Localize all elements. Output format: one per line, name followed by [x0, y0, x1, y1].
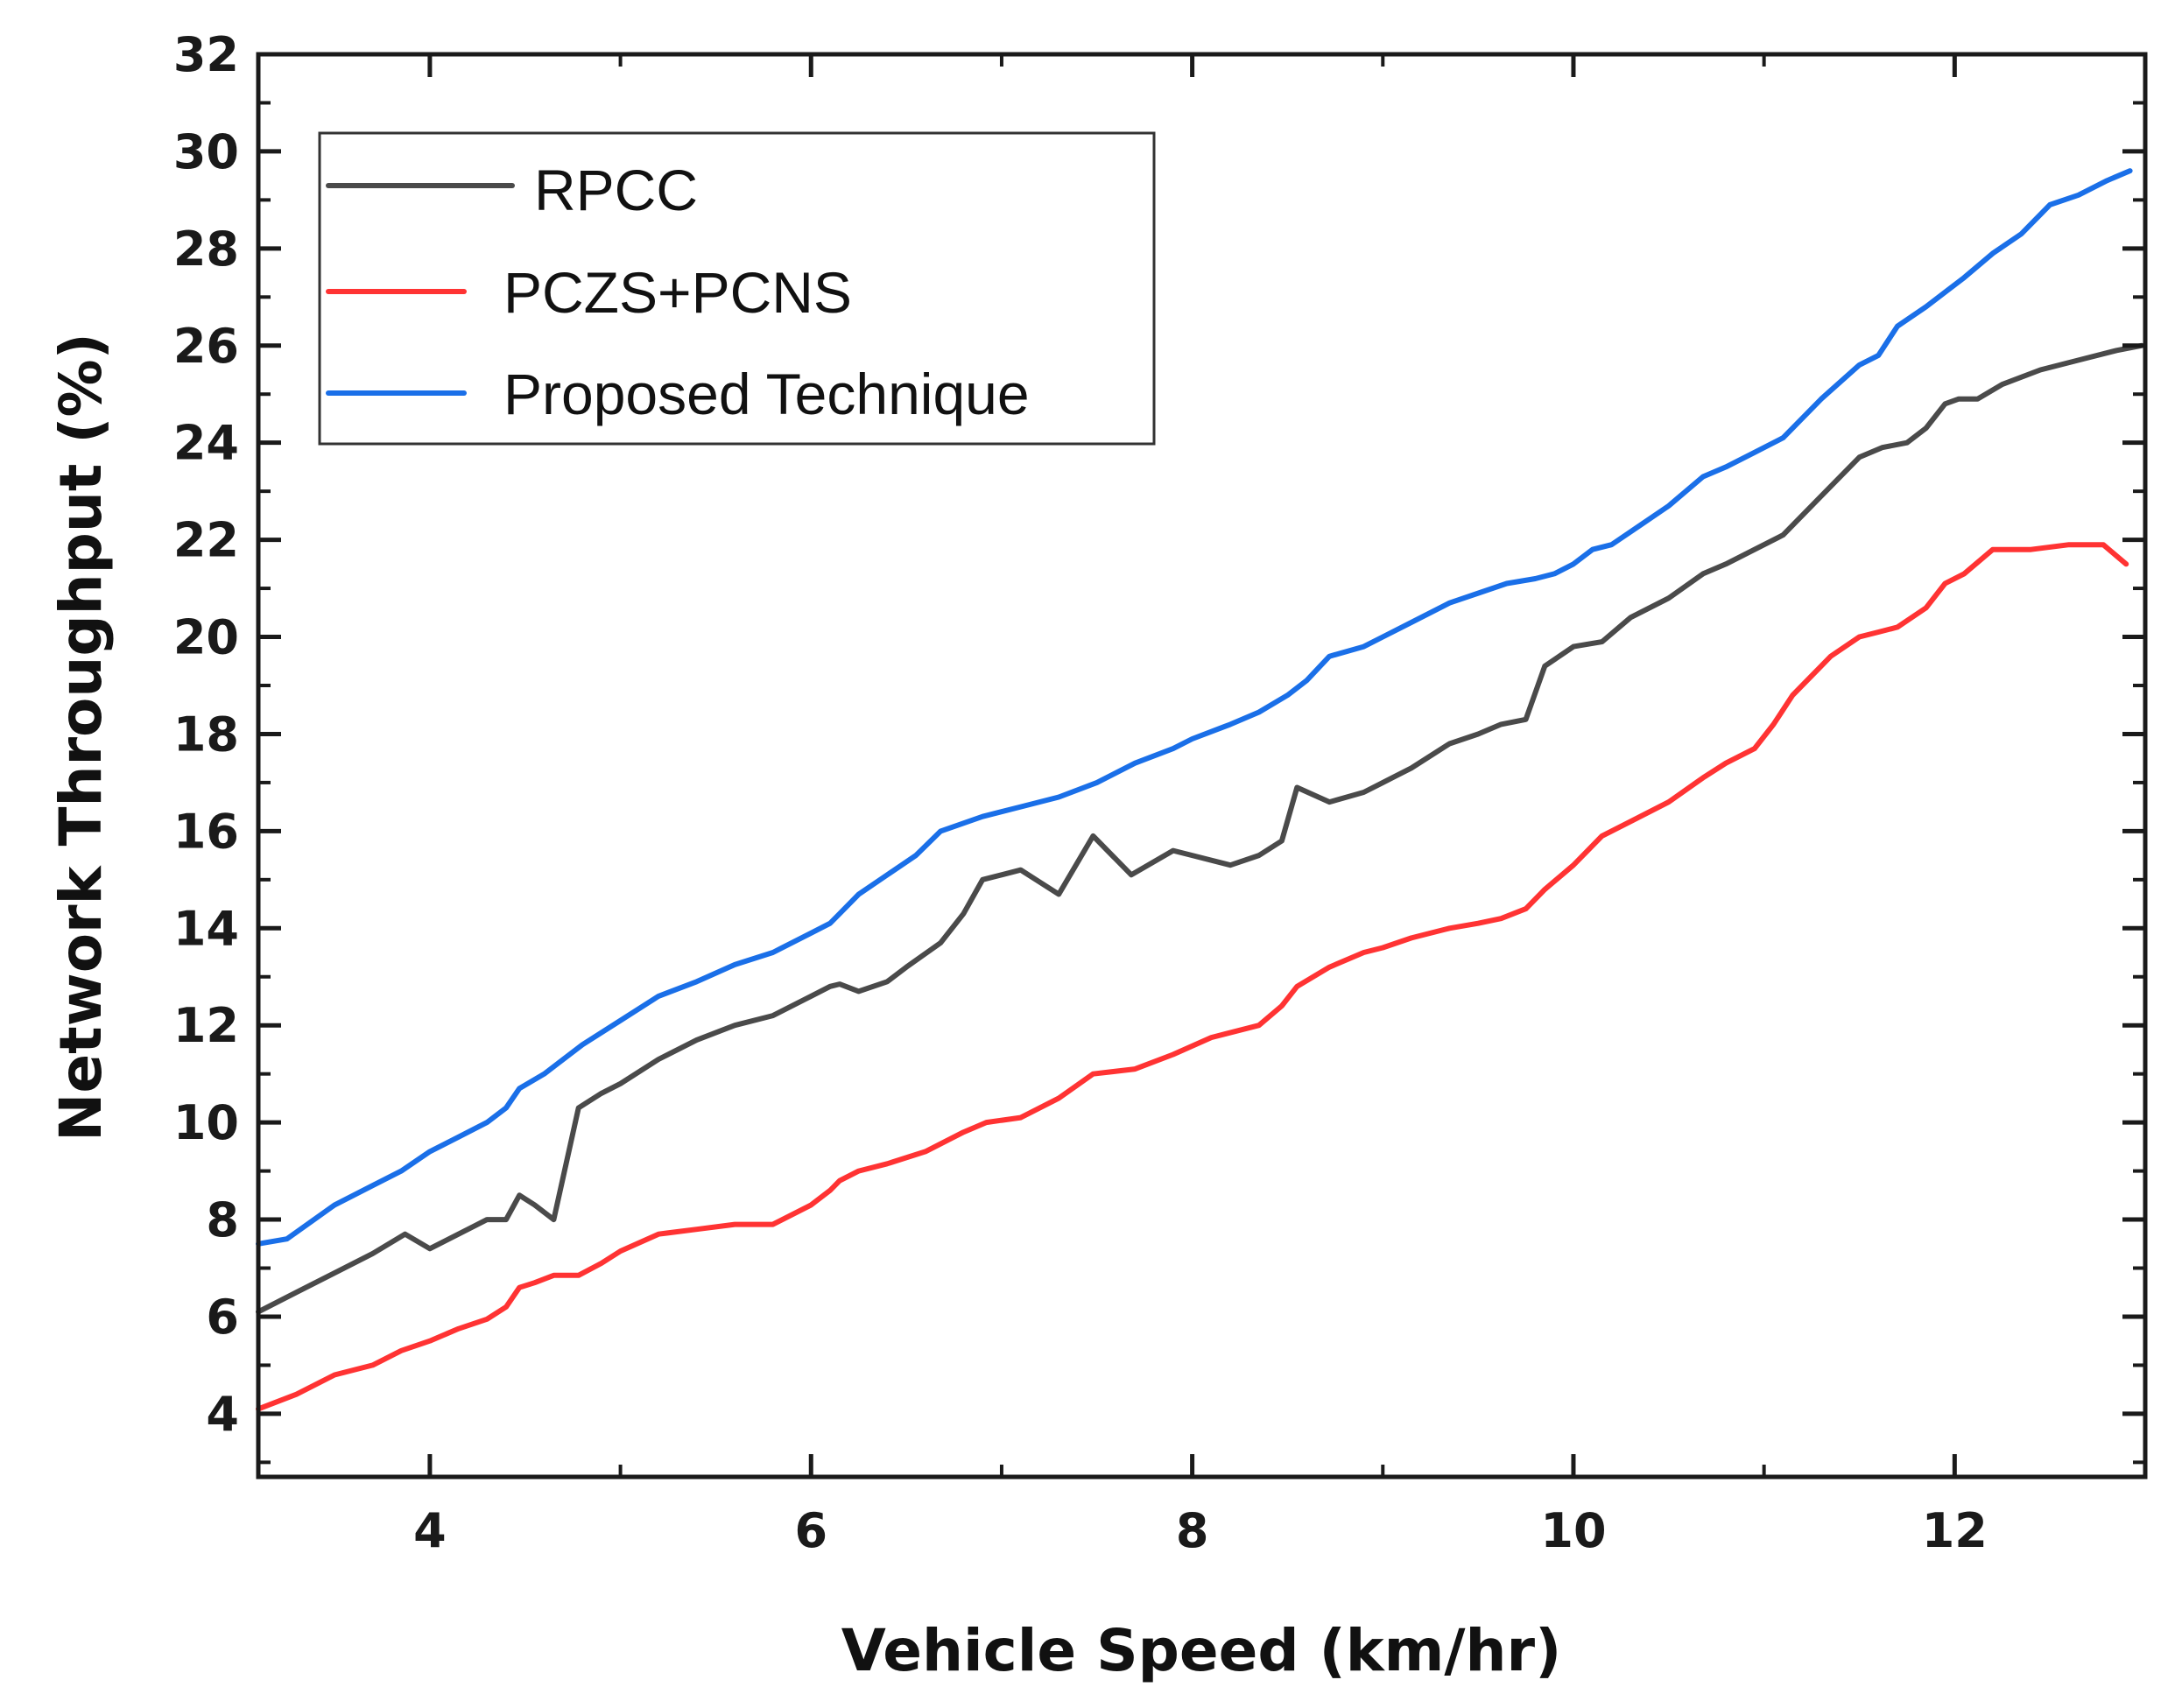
- x-tick-label: 4: [413, 1503, 447, 1558]
- y-tick-label: 20: [173, 610, 239, 665]
- x-tick-label: 10: [1540, 1503, 1606, 1558]
- legend: RPCC PCZS+PCNS Proposed Technique: [318, 131, 1156, 446]
- y-axis: 4 6 8 10 12 14 16 18 20 22 24 26 28 30 32: [173, 27, 2145, 1465]
- y-tick-label: 24: [173, 416, 239, 471]
- y-tick-label: 18: [173, 706, 239, 762]
- y-axis-title: Network Throughput (%): [47, 333, 115, 1142]
- y-tick-label: 32: [173, 27, 239, 82]
- x-axis: 4 6 8 10 12: [413, 54, 2147, 1558]
- y-tick-label: 26: [173, 319, 239, 374]
- y-tick-label: 10: [173, 1095, 239, 1150]
- x-axis-title: Vehicle Speed (km/hr): [841, 1617, 1562, 1684]
- series-layer: [256, 168, 2144, 1412]
- y-tick-label: 16: [173, 804, 239, 859]
- x-tick-label: 12: [1922, 1503, 1988, 1558]
- legend-label-pczs-pcns: PCZS+PCNS: [503, 260, 852, 325]
- series-line-pczs-pcns: [256, 542, 2129, 1412]
- y-tick-label: 4: [206, 1387, 239, 1442]
- y-tick-label: 30: [173, 124, 239, 179]
- y-tick-label: 8: [206, 1192, 239, 1248]
- y-tick-label: 22: [173, 513, 239, 568]
- x-tick-label: 8: [1176, 1503, 1209, 1558]
- plot-frame: [256, 52, 2148, 1480]
- series-line-proposed-technique: [256, 168, 2133, 1247]
- y-tick-label: 14: [173, 901, 239, 956]
- series-line-rpcc: [256, 342, 2144, 1315]
- x-tick-label: 6: [794, 1503, 827, 1558]
- legend-label-proposed-technique: Proposed Technique: [503, 362, 1030, 426]
- legend-label-rpcc: RPCC: [534, 158, 698, 222]
- y-tick-label: 12: [173, 998, 239, 1053]
- y-tick-label: 6: [206, 1290, 239, 1345]
- y-tick-label: 28: [173, 221, 239, 277]
